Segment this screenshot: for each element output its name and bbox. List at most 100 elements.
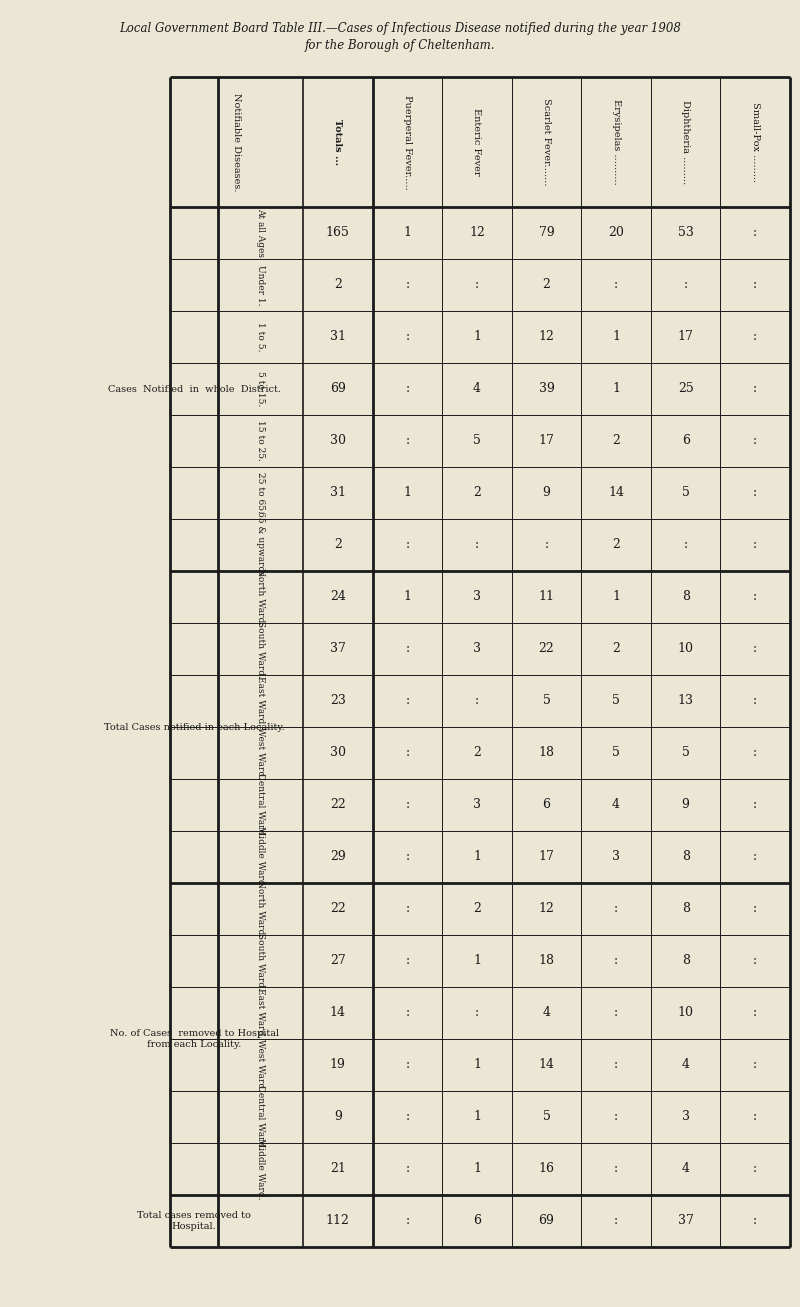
Text: Scarlet Fever.......: Scarlet Fever.......: [542, 98, 551, 186]
Text: :: :: [614, 903, 618, 915]
Text: 20: 20: [608, 226, 624, 239]
Text: :: :: [753, 954, 758, 967]
Text: 5: 5: [473, 434, 481, 447]
Text: 9: 9: [334, 1111, 342, 1124]
Text: 27: 27: [330, 954, 346, 967]
Text: Small-Pox .........: Small-Pox .........: [750, 102, 760, 182]
Text: :: :: [753, 1214, 758, 1227]
Text: 30: 30: [330, 434, 346, 447]
Text: :: :: [753, 903, 758, 915]
Text: 1: 1: [473, 1162, 481, 1175]
Text: North Ward.: North Ward.: [256, 881, 266, 937]
Text: 9: 9: [542, 486, 550, 499]
Text: 17: 17: [538, 434, 554, 447]
Text: 3: 3: [473, 591, 481, 604]
Text: 1: 1: [403, 591, 411, 604]
Text: :: :: [406, 851, 410, 864]
Text: 1: 1: [473, 954, 481, 967]
Text: 2: 2: [612, 434, 620, 447]
Text: 39: 39: [538, 383, 554, 396]
Text: 15 to 25.: 15 to 25.: [256, 421, 266, 461]
Text: 3: 3: [473, 643, 481, 656]
Text: 53: 53: [678, 226, 694, 239]
Text: :: :: [545, 538, 549, 552]
Text: 10: 10: [678, 643, 694, 656]
Text: 5: 5: [682, 746, 690, 759]
Text: Middle Ward.: Middle Ward.: [256, 826, 266, 887]
Text: 21: 21: [330, 1162, 346, 1175]
Text: 8: 8: [682, 851, 690, 864]
Text: :: :: [753, 331, 758, 344]
Text: :: :: [753, 226, 758, 239]
Text: :: :: [406, 643, 410, 656]
Text: No. of Cases  removed to Hospital
from each Locality.: No. of Cases removed to Hospital from ea…: [110, 1030, 278, 1048]
Text: 1: 1: [403, 226, 411, 239]
Text: :: :: [475, 538, 479, 552]
Text: 1: 1: [612, 591, 620, 604]
Text: 3: 3: [612, 851, 620, 864]
Text: East Ward.: East Ward.: [256, 988, 266, 1038]
Text: :: :: [614, 1006, 618, 1019]
Text: 69: 69: [330, 383, 346, 396]
Text: 1: 1: [473, 1059, 481, 1072]
Text: 10: 10: [678, 1006, 694, 1019]
Text: :: :: [614, 1162, 618, 1175]
Text: South Ward.: South Ward.: [256, 933, 266, 989]
Text: 4: 4: [473, 383, 481, 396]
Text: 30: 30: [330, 746, 346, 759]
Text: :: :: [475, 694, 479, 707]
Text: 31: 31: [330, 331, 346, 344]
Text: 25: 25: [678, 383, 694, 396]
Text: 29: 29: [330, 851, 346, 864]
Text: :: :: [753, 799, 758, 812]
Text: 5: 5: [612, 694, 620, 707]
Text: 1 to 5.: 1 to 5.: [256, 323, 266, 352]
Text: :: :: [406, 1111, 410, 1124]
Text: 4: 4: [612, 799, 620, 812]
Text: 79: 79: [538, 226, 554, 239]
Text: 12: 12: [538, 903, 554, 915]
Text: 23: 23: [330, 694, 346, 707]
Text: :: :: [753, 538, 758, 552]
Text: :: :: [614, 1059, 618, 1072]
Text: 8: 8: [682, 903, 690, 915]
Text: 14: 14: [608, 486, 624, 499]
Text: :: :: [406, 434, 410, 447]
Text: 8: 8: [682, 954, 690, 967]
Text: :: :: [683, 538, 688, 552]
Text: :: :: [406, 1059, 410, 1072]
Text: 112: 112: [326, 1214, 350, 1227]
Text: :: :: [683, 278, 688, 291]
Text: :: :: [614, 1214, 618, 1227]
Text: :: :: [753, 278, 758, 291]
Text: Middle Ward.: Middle Ward.: [256, 1138, 266, 1200]
Text: East Ward.: East Ward.: [256, 676, 266, 727]
Text: 2: 2: [612, 643, 620, 656]
Text: 5: 5: [612, 746, 620, 759]
Text: 22: 22: [538, 643, 554, 656]
Text: 2: 2: [473, 746, 481, 759]
Text: 4: 4: [682, 1059, 690, 1072]
Text: Central Ward.: Central Ward.: [256, 772, 266, 836]
Text: 5: 5: [542, 1111, 550, 1124]
Text: 22: 22: [330, 799, 346, 812]
Text: 1: 1: [403, 486, 411, 499]
Text: South Ward.: South Ward.: [256, 621, 266, 677]
Text: Total Cases notified in each Locality.: Total Cases notified in each Locality.: [104, 723, 285, 732]
Text: At all Ages: At all Ages: [256, 209, 266, 257]
Text: 2: 2: [334, 538, 342, 552]
Text: :: :: [406, 954, 410, 967]
Text: 14: 14: [330, 1006, 346, 1019]
Text: :: :: [406, 694, 410, 707]
Text: :: :: [753, 486, 758, 499]
Text: :: :: [614, 954, 618, 967]
Text: 6: 6: [682, 434, 690, 447]
Text: :: :: [475, 1006, 479, 1019]
Text: 1: 1: [612, 331, 620, 344]
Text: :: :: [614, 278, 618, 291]
Text: 18: 18: [538, 746, 554, 759]
Text: 22: 22: [330, 903, 346, 915]
Text: :: :: [406, 1214, 410, 1227]
Text: 1: 1: [473, 331, 481, 344]
Text: :: :: [406, 903, 410, 915]
